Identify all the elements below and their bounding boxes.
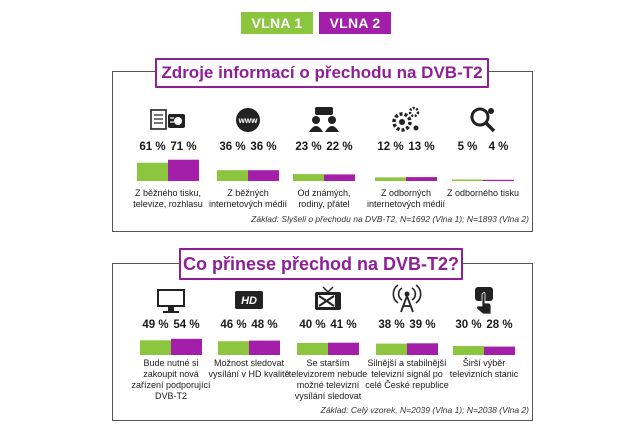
category-label: internetových médií <box>209 199 288 209</box>
category-label: zařízení podporující <box>131 380 211 390</box>
bar-wave-2 <box>324 174 355 181</box>
category-group: 61 % 71 % Z běžného tisku,televize, rozhla… <box>133 109 203 209</box>
bar-wave-2 <box>483 179 514 181</box>
data-label: 22 % <box>326 141 352 153</box>
magnifier-gear-icon <box>470 107 496 133</box>
data-label: 41 % <box>330 319 356 331</box>
monitor-icon <box>157 289 185 313</box>
www-globe-icon: www <box>236 108 260 132</box>
bar-wave-1 <box>375 177 406 181</box>
category-label: televize, rozhlasu <box>133 199 203 209</box>
bar-wave-1 <box>297 343 328 355</box>
bar-wave-1 <box>376 343 407 355</box>
base-note-benefits: Základ: Celý vzorek, N=2039 (Vlna 1); N=… <box>320 405 529 415</box>
svg-text:HD: HD <box>241 295 257 307</box>
data-label: 5 % <box>458 141 478 153</box>
category-label: televizorem nebude <box>289 369 368 379</box>
data-label: 54 % <box>173 319 199 331</box>
category-label: Z běžných <box>227 188 269 198</box>
category-label: celé České republice <box>365 380 449 390</box>
category-label: vysílání sledovat <box>295 391 362 401</box>
bar-wave-1 <box>137 162 168 181</box>
data-label: 36 % <box>219 141 245 153</box>
bar-wave-1 <box>140 340 171 355</box>
category-label: Bude nutné si <box>143 358 198 368</box>
bar-wave-2 <box>171 338 202 355</box>
antenna-signal-icon <box>392 284 422 313</box>
data-label: 38 % <box>378 319 404 331</box>
bar-wave-2 <box>406 177 437 181</box>
category-label: možné televizní <box>297 380 360 390</box>
category-label: Možnost sledovat <box>214 358 285 368</box>
category-label: rodiny, přátel <box>298 199 349 209</box>
gears-network-icon <box>392 106 420 132</box>
data-label: 49 % <box>142 319 168 331</box>
category-label: Silnější a stabilnější <box>367 358 447 368</box>
bar-wave-2 <box>248 170 279 181</box>
data-label: 48 % <box>251 319 277 331</box>
broken-tv-icon <box>315 286 341 310</box>
svg-text:www: www <box>238 116 258 125</box>
category-label: Od známých, <box>297 188 350 198</box>
data-label: 36 % <box>250 141 276 153</box>
category-label: televizních stanic <box>450 369 519 379</box>
category-label: internetových médií <box>367 199 446 209</box>
hd-icon: HD <box>235 291 263 309</box>
bar-wave-2 <box>484 346 515 355</box>
chart-panel-sources <box>112 71 533 232</box>
hand-tap-icon <box>475 287 493 315</box>
category-group: 38 % 39 % Silnější a stabilnějšítelevizní … <box>365 284 449 390</box>
data-label: 23 % <box>295 141 321 153</box>
newspaper-radio-icon <box>150 109 185 130</box>
category-group: 5 % 4 % Z odborného tisku <box>447 107 519 198</box>
data-label: 39 % <box>409 319 435 331</box>
category-label: zakoupit nová <box>143 369 199 379</box>
category-label: DVB-T2 <box>155 391 187 401</box>
category-label: Z odborného tisku <box>447 188 519 198</box>
data-label: 4 % <box>489 141 509 153</box>
people-chat-icon <box>309 107 339 132</box>
data-label: 30 % <box>455 319 481 331</box>
legend-wave-1: VLNA 1 <box>241 12 313 34</box>
bar-wave-2 <box>168 159 199 181</box>
bar-wave-1 <box>218 341 249 355</box>
category-label: televizní signál po <box>371 369 443 379</box>
data-label: 71 % <box>170 141 196 153</box>
data-label: 46 % <box>220 319 246 331</box>
bar-wave-2 <box>249 340 280 355</box>
category-label: Z odborných <box>381 188 431 198</box>
bar-wave-2 <box>407 343 438 355</box>
category-label: Širší výběr <box>463 358 506 368</box>
category-label: Se starším <box>306 358 349 368</box>
data-label: 40 % <box>299 319 325 331</box>
bar-wave-1 <box>217 170 248 181</box>
category-group: 23 % 22 % Od známých,rodiny, přátel <box>293 107 355 209</box>
chart-title-sources: Zdroje informací o přechodu na DVB-T2 <box>155 58 489 88</box>
category-label: Z běžného tisku, <box>135 188 201 198</box>
data-label: 12 % <box>377 141 403 153</box>
chart-sources: 61 % 71 % Z běžného tisku,televize, rozhla… <box>133 106 519 209</box>
bar-wave-2 <box>328 342 359 355</box>
base-note-sources: Základ: Slyšeli o přechodu na DVB-T2, N=… <box>251 214 529 224</box>
bar-wave-1 <box>453 346 484 355</box>
data-label: 61 % <box>139 141 165 153</box>
legend-wave-2: VLNA 2 <box>319 12 391 34</box>
chart-title-benefits: Co přinese přechod na DVB-T2? <box>179 248 463 280</box>
data-label: 13 % <box>408 141 434 153</box>
data-label: 28 % <box>486 319 512 331</box>
bar-wave-1 <box>452 179 483 181</box>
bar-wave-1 <box>293 174 324 181</box>
category-label: vysílání v HD kvalitě <box>208 369 289 379</box>
